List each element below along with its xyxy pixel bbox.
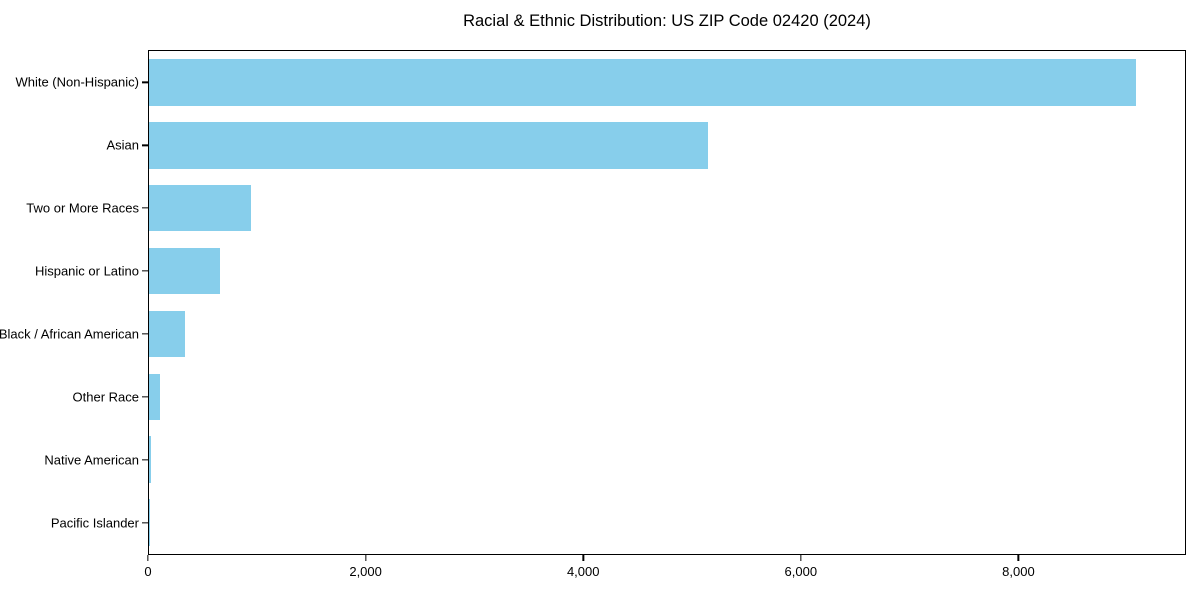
x-tick-label: 4,000 bbox=[566, 564, 600, 579]
bar bbox=[149, 122, 709, 169]
y-tick-mark bbox=[142, 459, 148, 461]
chart-title: Racial & Ethnic Distribution: US ZIP Cod… bbox=[463, 12, 871, 30]
bar bbox=[149, 247, 220, 295]
x-tick-mark bbox=[364, 555, 367, 561]
bar-row: White (Non-Hispanic) bbox=[15, 51, 1185, 114]
x-tick-mark bbox=[800, 555, 802, 561]
x-tick-label: 6,000 bbox=[784, 564, 818, 579]
y-tick-mark bbox=[142, 81, 148, 84]
bar bbox=[149, 436, 151, 483]
y-tick-label: Native American bbox=[44, 452, 139, 468]
y-tick-mark bbox=[142, 396, 148, 398]
bar bbox=[149, 499, 150, 546]
bar-row: Asian bbox=[106, 114, 1185, 177]
x-axis-ticks: 0 2,000 4,000 6,000 8,000 bbox=[144, 555, 1186, 591]
x-tick-label: 2,000 bbox=[349, 564, 382, 579]
bar bbox=[149, 59, 1136, 106]
bar-row: Two or More Races bbox=[26, 177, 1185, 240]
y-tick-label: Other Race bbox=[72, 389, 139, 405]
bar bbox=[149, 310, 185, 358]
x-tick-label: 8,000 bbox=[1002, 564, 1035, 579]
x-tick-mark bbox=[1017, 555, 1020, 561]
y-tick-mark bbox=[142, 333, 148, 335]
plot-area: White (Non-Hispanic) Asian Two or More Rac… bbox=[0, 50, 1186, 555]
bar-row: Native American bbox=[44, 428, 1185, 491]
y-tick-label: Pacific Islander bbox=[50, 515, 139, 531]
x-tick-mark bbox=[582, 555, 584, 561]
y-tick-mark bbox=[142, 144, 148, 146]
y-tick-label: Asian bbox=[106, 137, 139, 153]
y-tick-label: Black / African American bbox=[0, 326, 139, 342]
bar bbox=[149, 184, 252, 232]
x-tick-label: 0 bbox=[144, 564, 152, 579]
bar bbox=[149, 373, 160, 421]
y-tick-label: White (Non-Hispanic) bbox=[15, 74, 139, 90]
bar-row: Hispanic or Latino bbox=[35, 240, 1185, 303]
y-tick-mark bbox=[142, 521, 148, 524]
x-tick-mark bbox=[147, 555, 149, 561]
y-tick-mark bbox=[142, 207, 148, 209]
y-tick-label: Two or More Races bbox=[26, 200, 139, 216]
y-tick-mark bbox=[142, 270, 148, 272]
bar-rows: White (Non-Hispanic) Asian Two or More Rac… bbox=[0, 51, 1185, 554]
bar-row: Black / African American bbox=[0, 303, 1185, 366]
bar-row: Pacific Islander bbox=[51, 491, 1185, 554]
y-tick-label: Hispanic or Latino bbox=[34, 263, 139, 279]
bar-row: Other Race bbox=[73, 365, 1185, 428]
